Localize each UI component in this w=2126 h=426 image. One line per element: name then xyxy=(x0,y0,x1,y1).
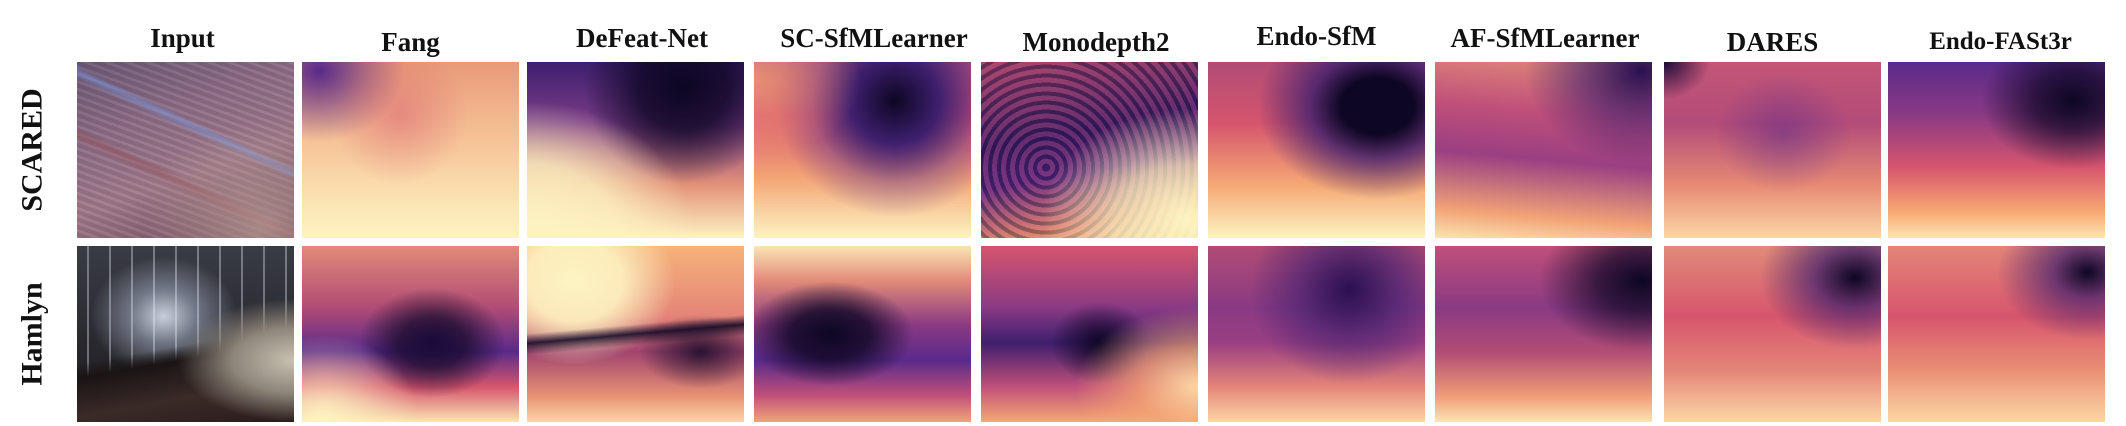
row-label-scared-text: SCARED xyxy=(16,88,50,212)
row-label-scared: SCARED xyxy=(0,62,66,238)
scared-dares-depth-map xyxy=(1664,62,1881,238)
scared-endo-sfm-depth-map xyxy=(1208,62,1425,238)
scared-fang-depth-map xyxy=(302,62,519,238)
row-label-hamlyn-text: Hamlyn xyxy=(16,282,50,386)
column-header-endo-fast3r: Endo-FASt3r xyxy=(1929,28,2072,55)
column-header-defeat-net: DeFeat-Net xyxy=(576,22,708,53)
column-header-af-sfmlearner: AF-SfMLearner xyxy=(1450,22,1640,53)
hamlyn-fang-depth-map xyxy=(302,246,519,422)
hamlyn-input-image xyxy=(77,246,294,422)
hamlyn-dares-depth-map xyxy=(1664,246,1881,422)
hamlyn-sc-sfmlearner-depth-map xyxy=(754,246,971,422)
scared-input-image xyxy=(77,62,294,238)
column-header-dares: DARES xyxy=(1726,26,1819,57)
column-header-endo-sfm: Endo-SfM xyxy=(1256,20,1377,51)
hamlyn-af-sfmlearner-depth-map xyxy=(1435,246,1652,422)
scared-af-sfmlearner-depth-map xyxy=(1435,62,1652,238)
scared-defeat-net-depth-map xyxy=(527,62,744,238)
row-label-hamlyn: Hamlyn xyxy=(0,246,66,422)
scared-monodepth2-depth-map xyxy=(981,62,1198,238)
hamlyn-endo-fast3r-depth-map xyxy=(1888,246,2105,422)
column-header-input: Input xyxy=(150,22,215,53)
scared-sc-sfmlearner-depth-map xyxy=(754,62,971,238)
scared-endo-fast3r-depth-map xyxy=(1888,62,2105,238)
column-header-fang: Fang xyxy=(381,26,440,57)
column-header-sc-sfmlearner: SC-SfMLearner xyxy=(780,22,968,53)
hamlyn-monodepth2-depth-map xyxy=(981,246,1198,422)
hamlyn-endo-sfm-depth-map xyxy=(1208,246,1425,422)
column-header-monodepth2: Monodepth2 xyxy=(1022,26,1170,57)
hamlyn-defeat-net-depth-map xyxy=(527,246,744,422)
